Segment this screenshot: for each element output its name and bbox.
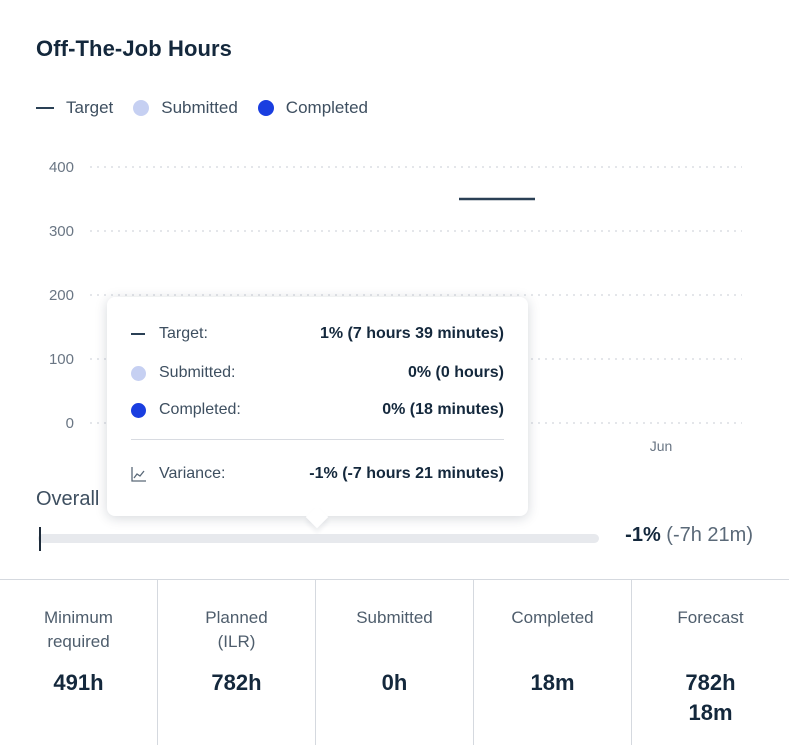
stat-value: 782h [211, 670, 262, 695]
tooltip-completed-label: Completed: [159, 401, 241, 418]
submitted-dot-icon [131, 365, 146, 381]
submitted-dot-icon [133, 100, 150, 116]
y-tick-label: 0 [66, 415, 74, 432]
stat-label: Submitted [356, 608, 433, 627]
stat-label: Forecast [677, 608, 744, 627]
overall-variance: -1% (-7h 21m) [625, 524, 753, 547]
hours-chart[interactable]: 400 300 200 100 0 Jun [0, 140, 789, 470]
overall-variance-pct: -1% [625, 524, 661, 546]
target-line-icon [131, 333, 145, 335]
stat-value: 782h 18m [685, 670, 736, 725]
page-title: Off-The-Job Hours [36, 36, 233, 61]
y-tick-label: 200 [49, 287, 74, 304]
stat-completed: Completed 18m [474, 580, 632, 745]
tooltip-divider [131, 439, 504, 440]
stat-forecast: Forecast 782h 18m [632, 580, 789, 745]
stat-minimum-required: Minimum required 491h [0, 580, 158, 745]
trend-chart-icon [131, 467, 146, 482]
progress-target-marker [39, 527, 41, 551]
tooltip-row-completed: Completed: 0% (18 minutes) [131, 399, 504, 421]
stat-value: 0h [381, 670, 408, 695]
chart-legend: Target Submitted Completed [36, 98, 388, 118]
overall-progress-track [38, 534, 599, 543]
stat-value: 491h [53, 670, 104, 695]
tooltip-row-target: Target: 1% (7 hours 39 minutes) [131, 323, 504, 345]
stat-value: 18m [530, 670, 575, 695]
legend-item-target[interactable]: Target [36, 98, 113, 118]
tooltip-completed-value: 0% (18 minutes) [382, 401, 504, 418]
chart-tooltip: Target: 1% (7 hours 39 minutes) Submitte… [107, 297, 528, 516]
x-tick-label: Jun [650, 438, 673, 454]
tooltip-target-value: 1% (7 hours 39 minutes) [319, 325, 504, 342]
tooltip-variance-label: Variance: [159, 465, 226, 482]
target-line-icon [36, 107, 54, 109]
legend-item-submitted[interactable]: Submitted [133, 98, 238, 118]
overall-variance-time: (-7h 21m) [666, 524, 753, 546]
stat-label: Completed [511, 608, 594, 627]
legend-label-target: Target [66, 98, 114, 117]
stat-submitted: Submitted 0h [316, 580, 474, 745]
stat-planned-ilr: Planned (ILR) 782h [158, 580, 316, 745]
tooltip-submitted-value: 0% (0 hours) [407, 364, 504, 381]
tooltip-row-submitted: Submitted: 0% (0 hours) [131, 362, 504, 384]
tooltip-target-label: Target: [159, 325, 208, 342]
legend-label-submitted: Submitted [161, 98, 238, 117]
legend-item-completed[interactable]: Completed [257, 98, 369, 118]
stat-label: Planned (ILR) [205, 608, 268, 651]
completed-dot-icon [131, 402, 146, 418]
stats-row: Minimum required 491h Planned (ILR) 782h S… [0, 579, 789, 745]
completed-dot-icon [257, 100, 274, 116]
stat-label: Minimum required [44, 608, 113, 651]
legend-label-completed: Completed [285, 98, 369, 117]
y-tick-label: 100 [49, 351, 74, 368]
overall-label: Overall [36, 488, 100, 510]
y-tick-label: 300 [49, 223, 74, 240]
y-tick-label: 400 [49, 159, 74, 176]
tooltip-submitted-label: Submitted: [159, 364, 236, 381]
tooltip-variance-value: -1% (-7 hours 21 minutes) [309, 465, 504, 482]
tooltip-row-variance: Variance: -1% (-7 hours 21 minutes) [131, 463, 504, 485]
